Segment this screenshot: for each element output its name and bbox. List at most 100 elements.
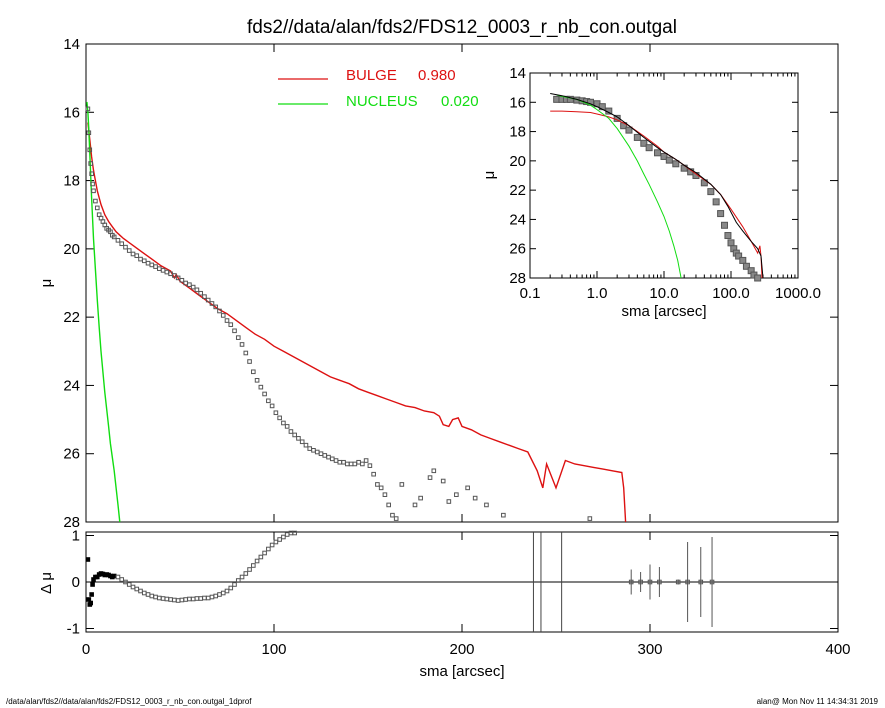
data-point [251, 369, 256, 375]
inset-total-model-line [550, 93, 764, 279]
data-point [386, 502, 391, 508]
data-point [329, 456, 335, 462]
bulge-model-line [87, 122, 627, 523]
data-point [209, 301, 215, 306]
data-point [119, 241, 125, 247]
residual-point [235, 578, 241, 583]
inset-data-point [717, 210, 725, 218]
data-point [412, 502, 418, 508]
data-point [465, 485, 470, 491]
data-point [299, 439, 305, 445]
data-point [277, 415, 282, 421]
inset-y-tick-label: 20 [509, 153, 526, 170]
data-point [175, 275, 181, 281]
data-point [284, 424, 290, 429]
inset-x-tick-label: 1000.0 [775, 285, 821, 302]
residual-point [179, 597, 185, 603]
residual-point [153, 594, 158, 600]
data-point [187, 282, 192, 288]
data-point [194, 287, 200, 293]
residual-point [284, 532, 290, 537]
tail-point [709, 579, 715, 585]
residual-point [228, 585, 234, 591]
residual-point [217, 592, 222, 597]
inset-data-point [739, 256, 747, 264]
data-point [352, 461, 358, 467]
inset-data-point [707, 188, 715, 196]
data-point [111, 234, 117, 240]
data-point [247, 359, 252, 364]
residual-x-axis-label: sma [arcsec] [419, 663, 504, 680]
residual-point [160, 596, 166, 601]
residual-point [281, 534, 286, 540]
data-point [348, 461, 354, 467]
tail-point [698, 579, 704, 585]
residual-point [119, 577, 125, 582]
data-point [363, 458, 369, 463]
data-point [375, 482, 380, 487]
legend-nucleus-label: NUCLEUS [346, 93, 418, 110]
inset-data-point [625, 126, 633, 134]
residual-point [292, 530, 297, 536]
residual-point [88, 600, 94, 606]
chart-title: fds2//data/alan/fds2/FDS12_0003_r_nb_con… [247, 17, 677, 38]
residual-point [90, 582, 95, 587]
inset-y-axis-label: μ [481, 171, 498, 180]
residual-point [247, 567, 252, 572]
data-point [89, 171, 94, 177]
data-point [190, 284, 196, 290]
inset-data-point [660, 152, 668, 160]
footer-right: alan@ Mon Nov 11 14:34:31 2019 [757, 697, 879, 706]
data-point [382, 492, 388, 497]
residual-point [209, 594, 215, 600]
residual-point [232, 582, 237, 587]
data-point [213, 304, 219, 310]
residual-point [190, 596, 196, 602]
residual-point [175, 598, 181, 603]
inset-data-point [742, 262, 750, 270]
data-point [356, 459, 361, 465]
main-y-tick-label: 18 [63, 173, 80, 190]
residual-point [269, 542, 275, 548]
data-point [243, 350, 249, 356]
inset-y-tick-label: 24 [509, 211, 526, 228]
data-point [235, 335, 241, 340]
data-point [172, 273, 177, 278]
residual-point [85, 557, 91, 562]
data-point [153, 264, 158, 269]
inset-data-point [645, 144, 653, 152]
main-y-tick-label: 16 [63, 104, 80, 121]
residual-point [262, 550, 267, 556]
data-point [288, 429, 294, 434]
data-point [311, 448, 316, 453]
nucleus-model-line [86, 101, 121, 523]
main-y-tick-label: 26 [63, 446, 80, 463]
inset-x-tick-label: 10.0 [649, 285, 678, 302]
data-point [360, 461, 365, 467]
data-point [333, 458, 339, 463]
inset-data-point [633, 133, 641, 141]
residual-point [138, 588, 143, 594]
data-point [164, 269, 170, 275]
tail-point [628, 579, 634, 585]
data-point [446, 499, 452, 504]
main-y-axis-label: μ [38, 279, 55, 288]
data-point [130, 251, 136, 257]
legend-bulge-value: 0.980 [418, 67, 456, 84]
main-y-tick-label: 24 [63, 377, 80, 394]
data-point [228, 322, 234, 327]
data-point [341, 459, 346, 465]
residual-y-tick-label: 1 [72, 528, 80, 545]
residual-y-axis-label: Δ μ [38, 572, 55, 594]
data-point [322, 453, 328, 458]
data-point [202, 294, 207, 299]
data-point [149, 262, 155, 268]
data-point [123, 244, 128, 250]
inset-y-tick-label: 22 [509, 182, 526, 199]
inset-data-point [727, 239, 735, 247]
data-point [326, 454, 331, 460]
residual-point [145, 592, 151, 597]
residual-point [266, 546, 271, 552]
residual-point [277, 537, 282, 542]
residual-point [164, 596, 170, 602]
